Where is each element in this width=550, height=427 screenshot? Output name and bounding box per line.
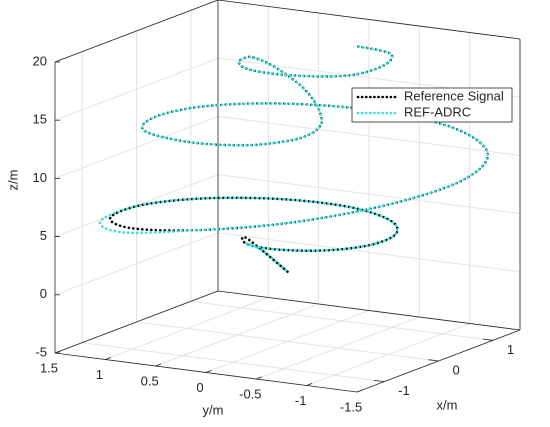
x-tick-label: -1	[398, 383, 410, 398]
grid-line	[54, 232, 219, 296]
grid-line	[256, 316, 420, 380]
grid-line	[155, 303, 319, 367]
grid-line	[306, 323, 470, 386]
y-tick	[205, 370, 212, 373]
axis-edge	[54, 0, 219, 63]
y-tick-label: 1	[96, 367, 103, 382]
z-tick-label: -5	[35, 344, 47, 359]
z-tick-label: 10	[33, 170, 47, 185]
axis-edge	[54, 290, 219, 354]
legend-box	[351, 87, 513, 123]
grid-line	[105, 297, 269, 360]
x-tick	[482, 338, 493, 341]
x-axis-label: x/m	[437, 397, 458, 412]
x-tick-label: 0	[453, 362, 460, 377]
grid-line	[217, 232, 521, 273]
z-tick-label: 0	[40, 286, 47, 301]
y-tick-label: -1.5	[340, 399, 362, 414]
legend-label: Reference Signal	[404, 88, 504, 103]
y-axis-label: y/m	[203, 402, 224, 417]
grid-line	[205, 310, 370, 373]
z-tick-label: 15	[33, 112, 47, 127]
axis-edge	[217, 0, 521, 40]
grid-line	[54, 57, 219, 121]
grid-line	[217, 115, 521, 156]
y-tick	[356, 389, 363, 393]
x-tick-label: 1	[507, 342, 514, 357]
z-axis-label: z/m	[5, 170, 20, 191]
y-tick-label: 0.5	[141, 373, 159, 388]
grid-line	[217, 174, 521, 215]
z-tick-label: 20	[33, 53, 47, 68]
y-tick-label: 0	[196, 380, 203, 395]
y-tick-label: -0.5	[239, 386, 261, 401]
y-tick	[306, 383, 313, 386]
legend-label: REF-ADRC	[404, 104, 471, 119]
y-tick	[105, 357, 111, 360]
series-line	[98, 44, 490, 273]
x-tick	[428, 359, 439, 362]
y-tick-label: 1.5	[40, 360, 58, 375]
axis-edge	[217, 290, 521, 331]
y-tick	[54, 350, 61, 354]
grid-line	[54, 115, 219, 179]
y-tick-label: -1	[295, 393, 307, 408]
x-tick	[374, 379, 385, 383]
y-tick	[155, 363, 162, 367]
y-tick	[256, 376, 262, 380]
z-tick-label: 5	[40, 228, 47, 243]
